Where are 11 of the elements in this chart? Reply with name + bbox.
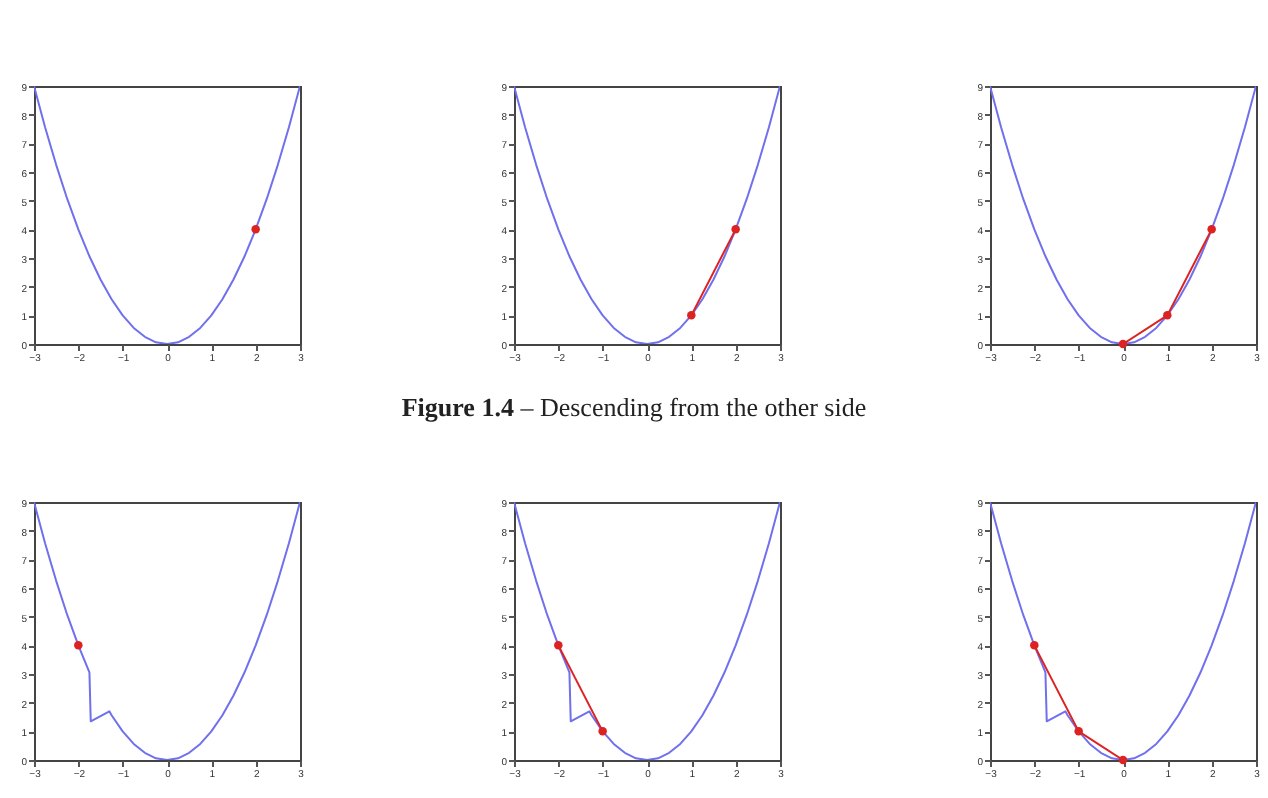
point (1030, 641, 1039, 650)
point (1118, 339, 1128, 349)
caption: Figure 1.4 – Descending from the other side (399, 392, 869, 424)
line-series (34, 502, 300, 760)
point (1207, 225, 1216, 234)
point (1118, 755, 1128, 765)
line-series (514, 502, 780, 760)
line-series (34, 86, 300, 344)
point (1163, 311, 1172, 320)
point (1074, 727, 1083, 736)
line-series (514, 86, 780, 344)
